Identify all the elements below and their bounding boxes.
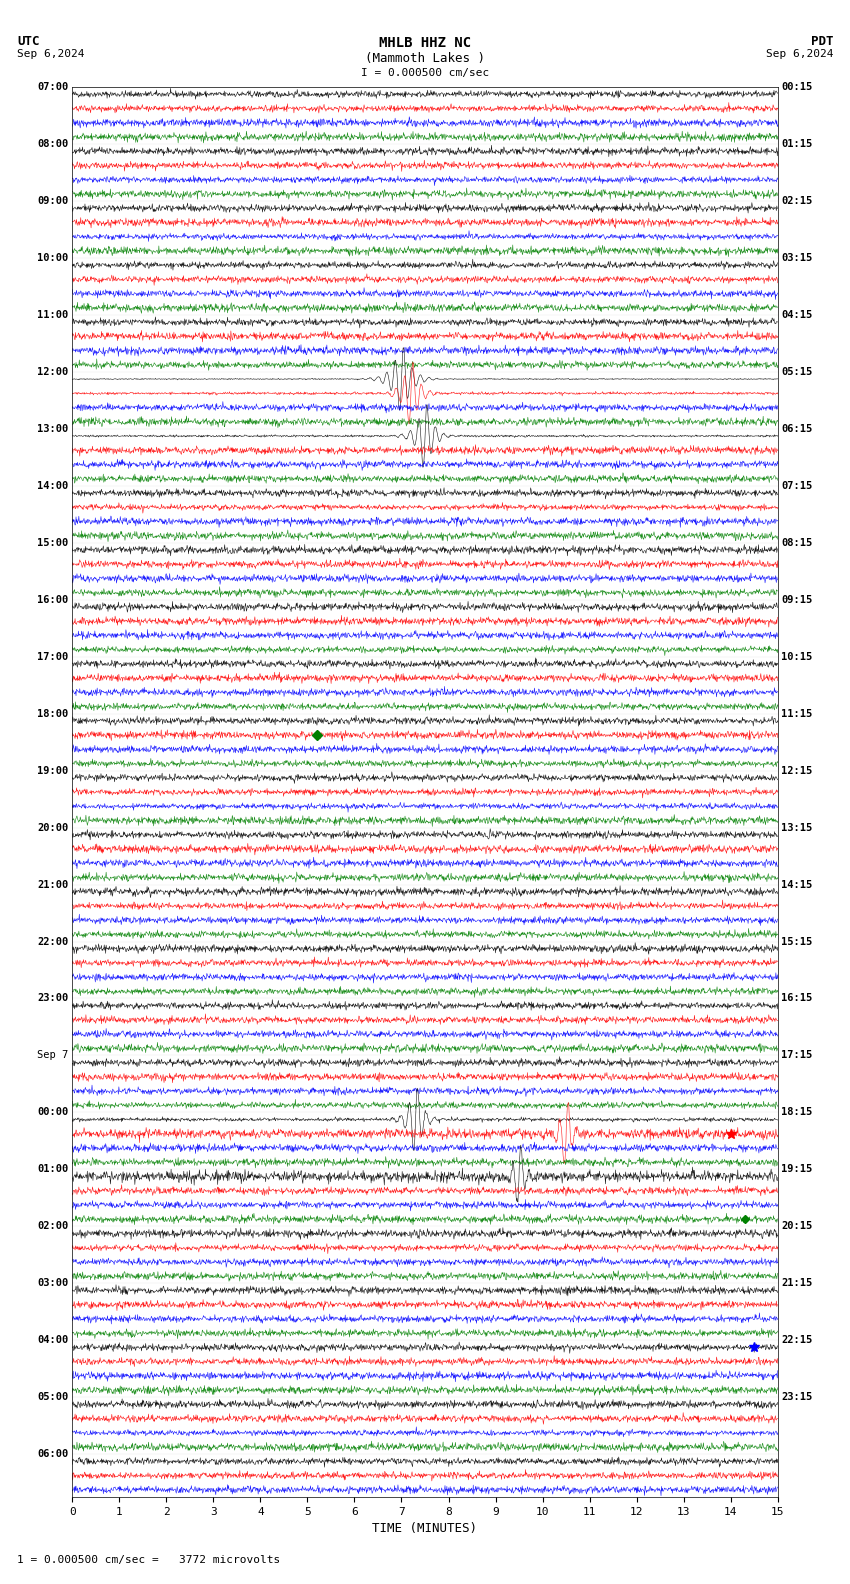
Text: 21:00: 21:00	[37, 879, 69, 890]
Text: 16:15: 16:15	[781, 993, 813, 1004]
Text: 00:00: 00:00	[37, 1107, 69, 1117]
Text: 22:15: 22:15	[781, 1335, 813, 1345]
Text: I = 0.000500 cm/sec: I = 0.000500 cm/sec	[361, 68, 489, 78]
Text: 1 = 0.000500 cm/sec =   3772 microvolts: 1 = 0.000500 cm/sec = 3772 microvolts	[17, 1555, 280, 1565]
Text: 23:15: 23:15	[781, 1392, 813, 1402]
Text: 04:00: 04:00	[37, 1335, 69, 1345]
Text: 11:00: 11:00	[37, 310, 69, 320]
Text: 10:15: 10:15	[781, 651, 813, 662]
Text: 12:15: 12:15	[781, 765, 813, 776]
Text: 07:00: 07:00	[37, 82, 69, 92]
Text: 17:15: 17:15	[781, 1050, 813, 1060]
Text: 07:15: 07:15	[781, 482, 813, 491]
Text: 09:15: 09:15	[781, 594, 813, 605]
Text: 18:15: 18:15	[781, 1107, 813, 1117]
Text: 06:00: 06:00	[37, 1449, 69, 1459]
X-axis label: TIME (MINUTES): TIME (MINUTES)	[372, 1522, 478, 1535]
Text: 01:15: 01:15	[781, 139, 813, 149]
Text: 14:15: 14:15	[781, 879, 813, 890]
Text: 13:15: 13:15	[781, 822, 813, 833]
Text: 23:00: 23:00	[37, 993, 69, 1004]
Text: 15:15: 15:15	[781, 936, 813, 947]
Text: 20:15: 20:15	[781, 1221, 813, 1231]
Text: MHLB HHZ NC: MHLB HHZ NC	[379, 36, 471, 51]
Text: 02:00: 02:00	[37, 1221, 69, 1231]
Text: 02:15: 02:15	[781, 196, 813, 206]
Text: 08:15: 08:15	[781, 539, 813, 548]
Text: PDT: PDT	[811, 35, 833, 48]
Text: 13:00: 13:00	[37, 425, 69, 434]
Text: 16:00: 16:00	[37, 594, 69, 605]
Text: Sep 6,2024: Sep 6,2024	[766, 49, 833, 59]
Text: 09:00: 09:00	[37, 196, 69, 206]
Text: Sep 7: Sep 7	[37, 1050, 69, 1060]
Text: (Mammoth Lakes ): (Mammoth Lakes )	[365, 52, 485, 65]
Text: 18:00: 18:00	[37, 708, 69, 719]
Text: 05:00: 05:00	[37, 1392, 69, 1402]
Text: 19:15: 19:15	[781, 1164, 813, 1174]
Text: 15:00: 15:00	[37, 539, 69, 548]
Text: 14:00: 14:00	[37, 482, 69, 491]
Text: 19:00: 19:00	[37, 765, 69, 776]
Text: 12:00: 12:00	[37, 367, 69, 377]
Text: 10:00: 10:00	[37, 253, 69, 263]
Text: 05:15: 05:15	[781, 367, 813, 377]
Text: 20:00: 20:00	[37, 822, 69, 833]
Text: 21:15: 21:15	[781, 1278, 813, 1288]
Text: 03:15: 03:15	[781, 253, 813, 263]
Text: 22:00: 22:00	[37, 936, 69, 947]
Text: 01:00: 01:00	[37, 1164, 69, 1174]
Text: UTC: UTC	[17, 35, 39, 48]
Text: 06:15: 06:15	[781, 425, 813, 434]
Text: 08:00: 08:00	[37, 139, 69, 149]
Text: 17:00: 17:00	[37, 651, 69, 662]
Text: 11:15: 11:15	[781, 708, 813, 719]
Text: Sep 6,2024: Sep 6,2024	[17, 49, 84, 59]
Text: 04:15: 04:15	[781, 310, 813, 320]
Text: 00:15: 00:15	[781, 82, 813, 92]
Text: 03:00: 03:00	[37, 1278, 69, 1288]
